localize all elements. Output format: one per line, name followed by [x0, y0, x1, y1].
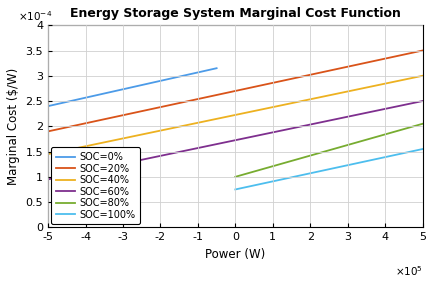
Line: SOC=100%: SOC=100% — [235, 149, 423, 190]
SOC=0% — [45, 104, 51, 108]
Text: $\times10^{5}$: $\times10^{5}$ — [394, 264, 423, 278]
SOC=80% — [420, 122, 425, 126]
Y-axis label: Marginal Cost ($/W): Marginal Cost ($/W) — [7, 68, 20, 185]
SOC=80% — [233, 175, 238, 179]
X-axis label: Power (W): Power (W) — [205, 248, 265, 261]
Text: $\times10^{-4}$: $\times10^{-4}$ — [18, 10, 52, 23]
SOC=0% — [214, 67, 219, 70]
SOC=100% — [233, 188, 238, 191]
SOC=100% — [420, 147, 425, 151]
Line: SOC=0%: SOC=0% — [48, 68, 216, 106]
Legend: SOC=0%, SOC=20%, SOC=40%, SOC=60%, SOC=80%, SOC=100%: SOC=0%, SOC=20%, SOC=40%, SOC=60%, SOC=8… — [51, 147, 140, 224]
Title: Energy Storage System Marginal Cost Function: Energy Storage System Marginal Cost Func… — [70, 7, 401, 20]
Line: SOC=80%: SOC=80% — [235, 124, 423, 177]
